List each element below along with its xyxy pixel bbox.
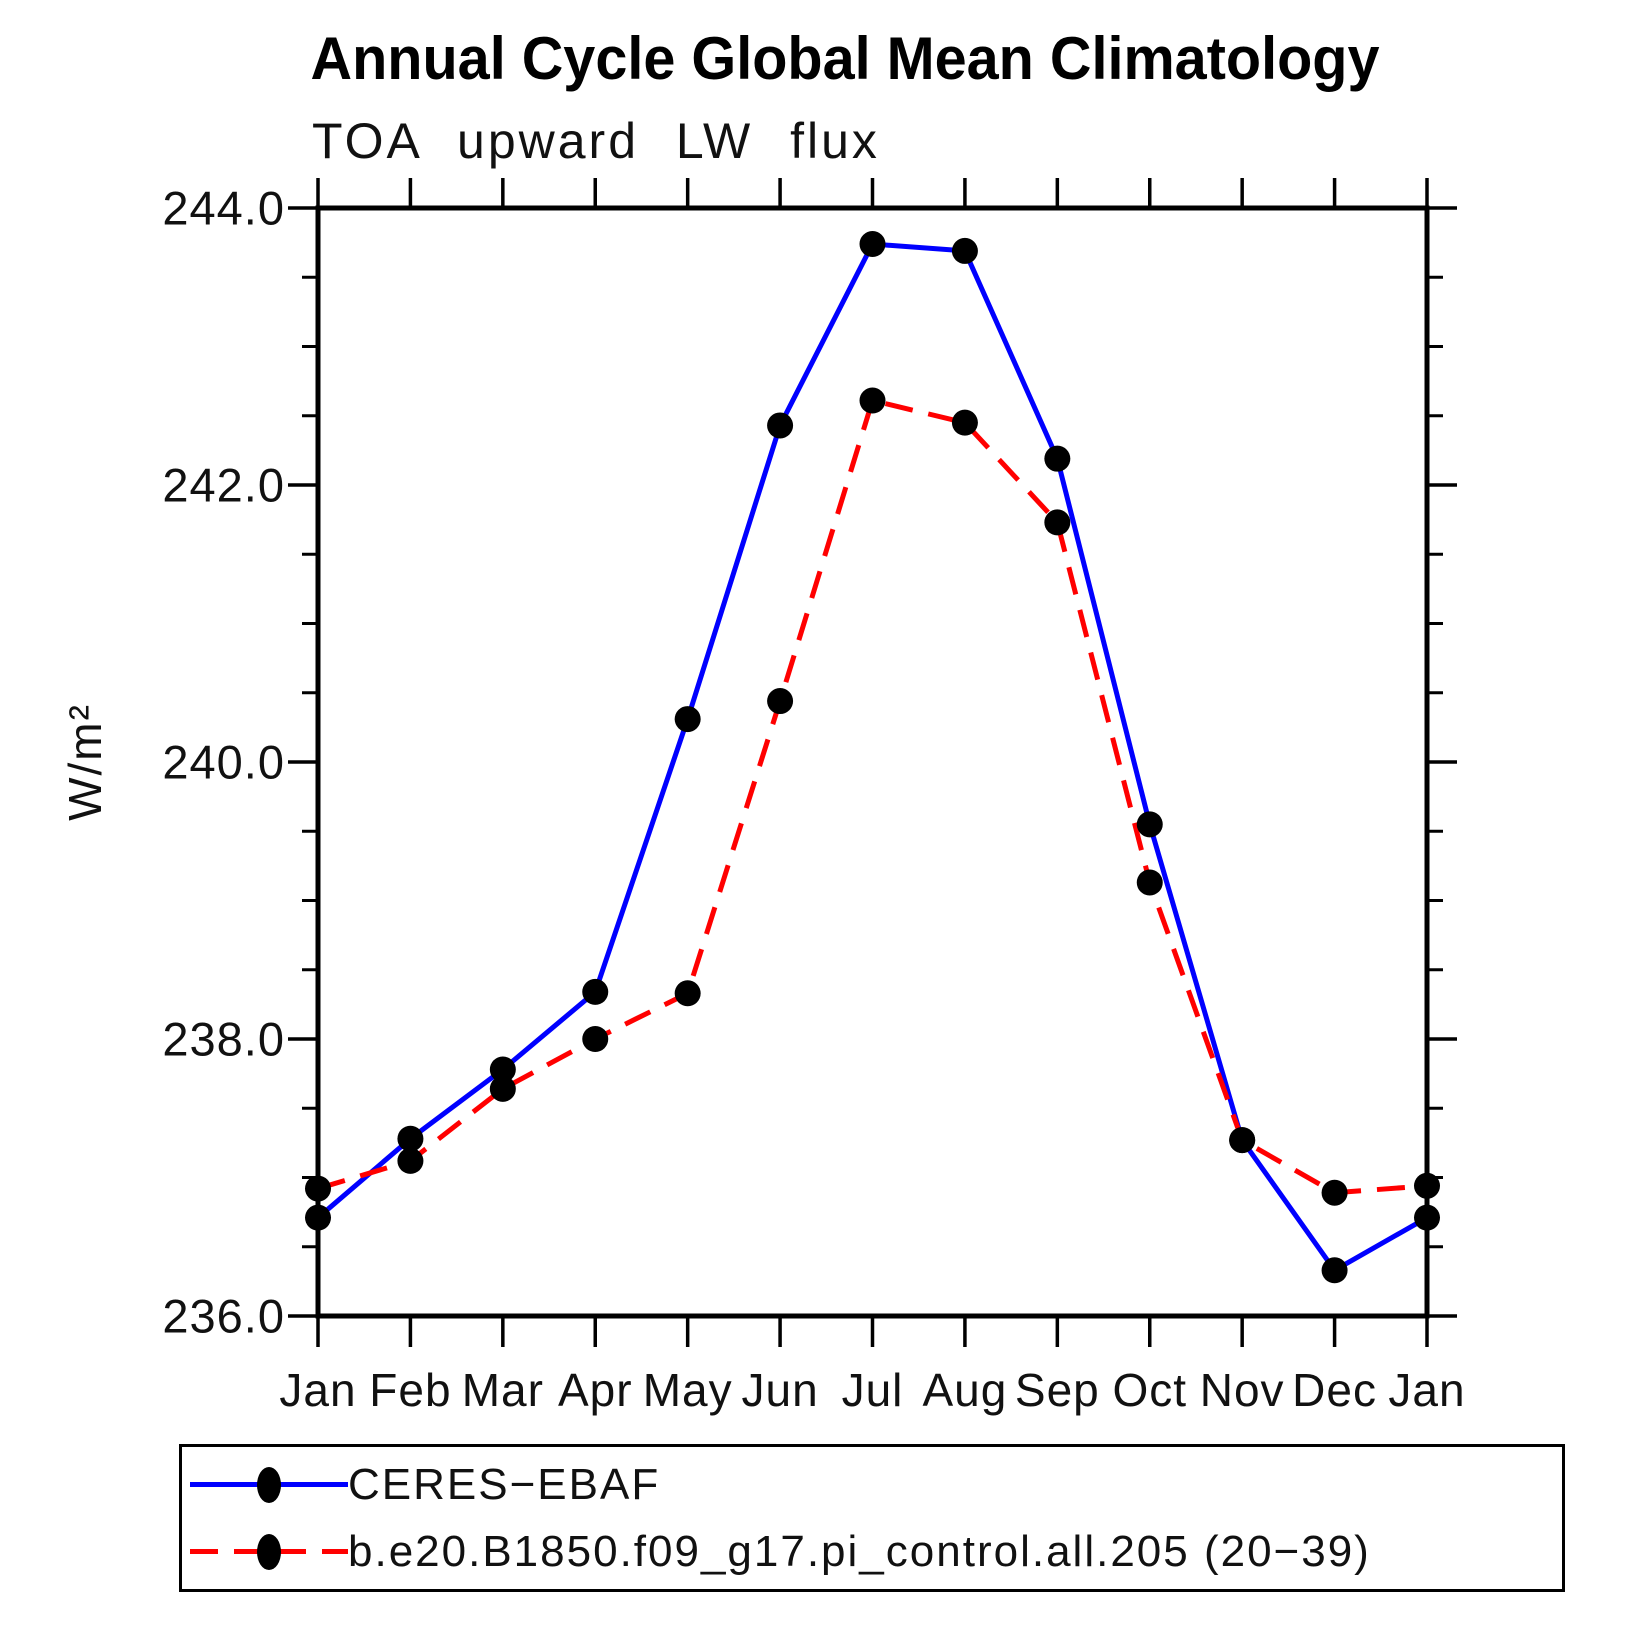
y-tick-label: 242.0 bbox=[162, 459, 285, 512]
x-tick-label: Sep bbox=[1015, 1364, 1100, 1416]
data-point bbox=[397, 1125, 424, 1152]
y-tick-label: 236.0 bbox=[162, 1290, 285, 1343]
y-tick-label: 238.0 bbox=[162, 1013, 285, 1066]
data-point bbox=[674, 980, 701, 1007]
data-point bbox=[1414, 1172, 1440, 1199]
chart-title: Annual Cycle Global Mean Climatology bbox=[310, 25, 1380, 92]
data-point bbox=[582, 978, 609, 1005]
data-point bbox=[305, 1204, 331, 1231]
data-point bbox=[397, 1147, 424, 1174]
data-point bbox=[305, 1175, 331, 1202]
data-point bbox=[1414, 1204, 1440, 1231]
legend-label: b.e20.B1850.f09_g17.pi_control.all.205 (… bbox=[348, 1526, 1371, 1576]
x-tick-label: Jul bbox=[842, 1364, 904, 1416]
data-point bbox=[951, 237, 978, 264]
x-tick-label: Jun bbox=[741, 1364, 818, 1416]
data-point bbox=[859, 387, 886, 414]
x-tick-label: Jan bbox=[279, 1364, 356, 1416]
series-line-1 bbox=[317, 397, 1428, 1196]
x-tick-label: Oct bbox=[1112, 1364, 1187, 1416]
data-point bbox=[1229, 1127, 1256, 1154]
x-tick-label: Mar bbox=[462, 1364, 544, 1416]
data-point bbox=[489, 1075, 516, 1102]
data-point bbox=[1321, 1179, 1348, 1206]
legend-entry-ceres: CERES−EBAF bbox=[182, 1459, 1562, 1509]
data-point bbox=[674, 706, 701, 733]
legend-entry-model: b.e20.B1850.f09_g17.pi_control.all.205 (… bbox=[182, 1526, 1562, 1576]
data-point bbox=[582, 1026, 609, 1052]
data-point bbox=[767, 688, 794, 715]
x-tick-label: Nov bbox=[1200, 1364, 1285, 1416]
legend-swatch-solid-line bbox=[190, 1462, 348, 1508]
x-tick-label: Dec bbox=[1292, 1364, 1377, 1416]
x-tick-label: Aug bbox=[922, 1364, 1007, 1416]
data-point bbox=[1321, 1257, 1348, 1284]
data-point bbox=[1136, 869, 1163, 896]
x-tick-label: Apr bbox=[558, 1364, 633, 1416]
y-tick-label: 244.0 bbox=[162, 182, 285, 235]
data-point bbox=[489, 1056, 516, 1083]
data-point bbox=[1136, 811, 1163, 838]
data-point bbox=[767, 412, 794, 439]
x-tick-label: Feb bbox=[369, 1364, 451, 1416]
chart-subtitle: TOA upward LW flux bbox=[312, 113, 880, 169]
data-point bbox=[951, 409, 978, 436]
legend-marker-dot bbox=[257, 1466, 281, 1503]
y-tick-label: 240.0 bbox=[162, 736, 285, 789]
legend-box: CERES−EBAF b.e20.B1850.f09_g17.pi_contro… bbox=[179, 1444, 1565, 1592]
x-tick-label: Jan bbox=[1388, 1364, 1465, 1416]
data-point bbox=[859, 231, 886, 258]
legend-swatch-dashed-line bbox=[190, 1529, 348, 1575]
legend-marker-dot bbox=[257, 1533, 281, 1570]
x-tick-label: May bbox=[643, 1364, 733, 1416]
data-point bbox=[1044, 445, 1071, 472]
legend-label: CERES−EBAF bbox=[348, 1459, 661, 1509]
data-point bbox=[1044, 509, 1071, 536]
